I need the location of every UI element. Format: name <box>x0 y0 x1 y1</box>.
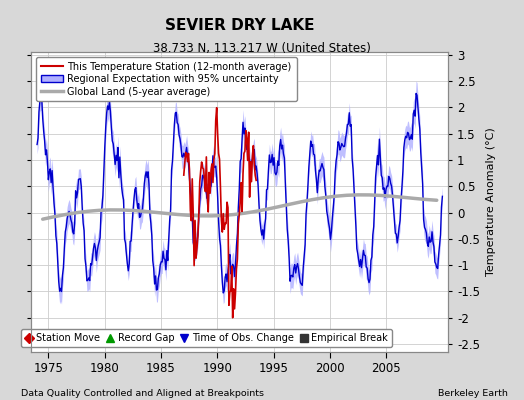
Text: Data Quality Controlled and Aligned at Breakpoints: Data Quality Controlled and Aligned at B… <box>21 389 264 398</box>
Legend: Station Move, Record Gap, Time of Obs. Change, Empirical Break: Station Move, Record Gap, Time of Obs. C… <box>21 329 392 347</box>
Y-axis label: Temperature Anomaly (°C): Temperature Anomaly (°C) <box>486 128 496 276</box>
Text: Berkeley Earth: Berkeley Earth <box>439 389 508 398</box>
Title: SEVIER DRY LAKE: SEVIER DRY LAKE <box>165 18 314 33</box>
Text: 38.733 N, 113.217 W (United States): 38.733 N, 113.217 W (United States) <box>153 42 371 55</box>
